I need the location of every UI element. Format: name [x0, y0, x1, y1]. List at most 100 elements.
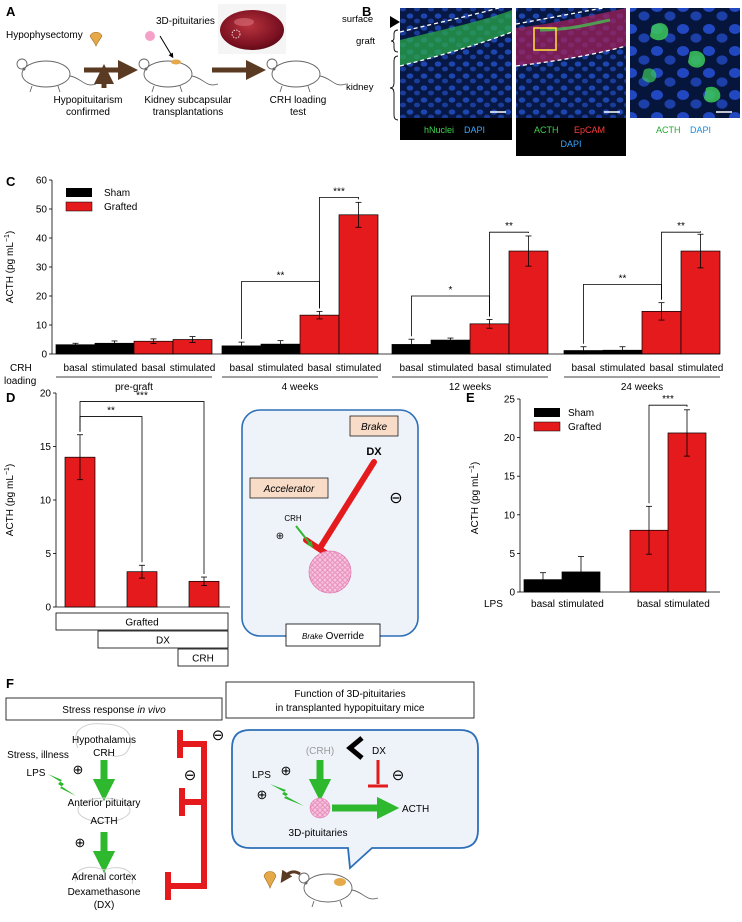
pituitary-organoid-icon	[308, 550, 352, 594]
e-row-label: LPS	[484, 599, 503, 610]
transplant-function-diagram: (CRH) DX ⊖ ⊕ LPS ⊕ ACTH 3D-pituitaries	[231, 729, 479, 908]
c-bar-pre-graft-sham-basal-label: basal	[64, 363, 88, 374]
crh-test-text-2: test	[290, 107, 306, 118]
panel-d-label: D	[6, 390, 15, 405]
d-bar-1	[126, 571, 158, 608]
brake-box	[349, 415, 399, 437]
dexa-text: Dexamethasone	[68, 887, 141, 898]
hpa-axis-diagram: Hypothalamus CRH ⊕ Stress, illness ⊕ LPS…	[7, 723, 225, 911]
acth-right-text: ACTH	[402, 804, 429, 815]
d-y-label: ACTH (pg mL−1)	[4, 464, 16, 536]
b2-label-epcam: EpCAM	[574, 125, 605, 135]
e-y-tick-label-1: 5	[509, 549, 515, 560]
crh-text: CRH	[93, 748, 115, 759]
surface-arrow-icon	[390, 16, 400, 28]
f-left-title-box	[5, 697, 223, 721]
acth-text: ACTH	[90, 816, 117, 827]
e-legend-swatch-grafted	[533, 421, 561, 432]
c-y-tick-label-5: 50	[36, 205, 48, 216]
c-bar-4-weeks-grafted-basal	[299, 314, 340, 355]
stimulus-arrow-icon	[295, 525, 313, 548]
f-right-title-box	[225, 681, 475, 719]
c-group-label-0: pre-graft	[115, 382, 153, 393]
c-bar-12-weeks-sham-basal-label: basal	[400, 363, 424, 374]
b2-label-acth: ACTH	[534, 125, 559, 135]
mouse-icon-1	[16, 58, 97, 93]
black-chevron-icon	[346, 736, 364, 760]
hypothalamus-text: Hypothalamus	[72, 735, 136, 746]
adrenal-outline-icon	[74, 866, 134, 885]
dx-paren-text: (DX)	[94, 900, 115, 911]
f-left-title: Stress response in vivo	[62, 705, 166, 716]
accelerator-text: Accelerator	[263, 484, 315, 495]
mouse-icon-3	[266, 58, 347, 93]
d-sig-1-bracket	[79, 401, 205, 575]
e-bar-grafted-stimulated-label: stimulated	[664, 599, 710, 610]
panel-b-label: B	[362, 4, 371, 19]
d-row-grafted: Grafted	[125, 618, 158, 629]
c-y-tick-label-1: 10	[36, 321, 48, 332]
e-bar-grafted-stimulated	[667, 432, 707, 593]
c-sig-3-stars: **	[505, 221, 513, 232]
c-sig-3-bracket	[489, 231, 529, 317]
c-y-tick-label-4: 40	[36, 234, 48, 245]
kidney-text-1: Kidney subcapsular	[144, 95, 232, 106]
b3-label-dapi: DAPI	[690, 125, 711, 135]
dx-text: DX	[366, 446, 382, 458]
brake-override-diagram: Brake Accelerator DX ⊖ CRH ⊕ Brake Overr…	[241, 409, 419, 647]
c-bar-4-weeks-grafted-basal-label: basal	[308, 363, 332, 374]
e-bar-grafted-basal-label: basal	[637, 599, 661, 610]
removed-pituitary-icon	[89, 31, 103, 47]
c-bar-pre-graft-grafted-basal-label: basal	[142, 363, 166, 374]
c-y-tick-label-6: 60	[36, 176, 48, 187]
c-row-label-2: loading	[4, 376, 36, 387]
pit-right-text: 3D-pituitaries	[289, 828, 348, 839]
d-sig-1-stars: ***	[136, 391, 148, 402]
c-sig-0-stars: **	[277, 271, 285, 282]
c-legend-swatch-sham	[66, 188, 92, 197]
stress-text: Stress, illness	[7, 750, 69, 761]
c-bar-24-weeks-grafted-basal-label: basal	[650, 363, 674, 374]
e-bar-sham-stimulated-label: stimulated	[558, 599, 604, 610]
panel-f-label: F	[6, 676, 14, 691]
hypophysectomy-text: Hypophysectomy	[6, 30, 83, 41]
d-y-tick-label-2: 10	[40, 496, 52, 507]
adrenal-text: Adrenal cortex	[72, 872, 136, 883]
c-group-label-3: 24 weeks	[621, 382, 663, 393]
mouse-icon-2	[138, 58, 219, 93]
e-bar-sham-basal-label: basal	[531, 599, 555, 610]
d-sig-0-stars: **	[107, 406, 115, 417]
d-row-dx: DX	[156, 636, 170, 647]
c-sig-2-stars: *	[449, 285, 453, 296]
d-row-dx-box	[97, 630, 229, 649]
f-minus-right: ⊖	[392, 767, 405, 784]
lps-right-text: LPS	[252, 770, 271, 781]
f-plus-right-1: ⊕	[281, 763, 292, 778]
f-plus-right-2: ⊕	[257, 787, 268, 802]
d-y-tick-label-4: 20	[40, 389, 52, 400]
e-legend-sham: Sham	[568, 408, 594, 419]
c-bar-12-weeks-grafted-basal-label: basal	[478, 363, 502, 374]
c-row-label-1: CRH	[10, 363, 32, 374]
c-bar-12-weeks-sham-stimulated-label: stimulated	[428, 363, 474, 374]
kidney-label: kidney	[346, 82, 374, 93]
micrograph-hnuclei: hNuclei DAPI	[399, 3, 513, 140]
brain-outline-icon	[75, 723, 132, 757]
e-y-tick-label-2: 10	[504, 510, 516, 521]
f-right-title-1: Function of 3D-pituitaries	[294, 689, 405, 700]
c-bar-pre-graft-grafted-stimulated-label: stimulated	[170, 363, 216, 374]
c-sig-1-bracket	[319, 197, 359, 309]
c-bar-12-weeks-grafted-stimulated	[508, 250, 549, 355]
pituitary-sphere-icon	[145, 31, 155, 41]
b3-label-acth: ACTH	[656, 125, 681, 135]
mouse-icon-f	[298, 872, 379, 908]
f-minus-1: ⊖	[212, 727, 225, 744]
f-plus-2: ⊕	[75, 835, 86, 850]
kidney-brace-icon	[389, 55, 399, 121]
f-minus-2: ⊖	[184, 767, 197, 784]
e-y-tick-label-5: 25	[504, 395, 516, 406]
surface-label: surface	[342, 14, 373, 25]
